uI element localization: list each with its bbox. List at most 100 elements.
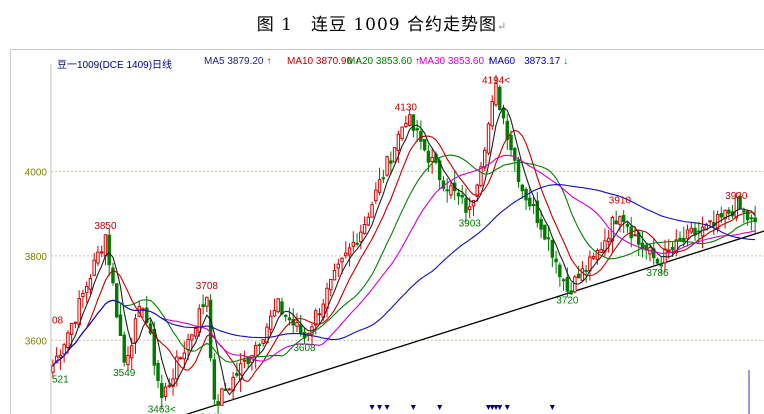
candlestick-chart: 385035493463<37083444<3608413039034194<3…: [25, 64, 764, 414]
candle-body: [437, 160, 442, 181]
legend-symbol: 豆一1009(DCE 1409)日线: [57, 60, 173, 71]
candle-body: [422, 139, 427, 151]
legend-ma30-label: MA30 3853.60: [419, 56, 485, 67]
candle-body: [415, 128, 419, 131]
candle-body: [573, 276, 577, 293]
price-annotation: 3910: [609, 195, 632, 206]
candle-body: [456, 192, 461, 197]
candle-body: [599, 249, 603, 253]
candle-body: [543, 224, 547, 240]
candle-body: [359, 231, 363, 243]
candle-body: [272, 309, 277, 317]
legend-ma10: MA10 3870.90 ↑: [287, 56, 360, 67]
candle-body: [494, 83, 498, 106]
candle-body: [347, 247, 352, 256]
candle-body: [719, 213, 724, 218]
legend-ma30: MA30 3853.60 ↑: [419, 56, 492, 67]
price-annotation: 4194<: [482, 75, 510, 86]
candle-body: [483, 149, 487, 169]
candle-body: [366, 216, 371, 226]
candle-body: [186, 338, 190, 350]
signal-marker: [384, 405, 390, 410]
candle-body: [84, 285, 89, 294]
candle-body: [625, 223, 630, 227]
candle-body: [460, 194, 464, 198]
candle-body: [392, 147, 397, 163]
candle-body: [111, 267, 115, 284]
legend-ma5-arrow: ↑: [266, 56, 272, 67]
candle-body: [633, 234, 637, 237]
candle-body: [197, 308, 202, 333]
candle-body: [464, 198, 468, 213]
candle-body: [253, 344, 258, 358]
candle-body: [261, 339, 265, 344]
candle-body: [595, 250, 600, 261]
candle-body: [287, 317, 292, 321]
candle-body: [606, 237, 611, 243]
candle-body: [445, 189, 449, 192]
candle-body: [411, 114, 416, 131]
candle-body: [640, 242, 645, 250]
candle-body: [96, 251, 100, 264]
candle-body: [332, 270, 337, 281]
candle-body: [314, 310, 318, 326]
candle-body: [370, 204, 374, 218]
candle-body: [73, 321, 78, 324]
candle-body: [216, 401, 220, 406]
candle-body: [479, 166, 483, 187]
edge-label: 08: [52, 316, 64, 327]
price-annotation: 3608: [293, 343, 316, 354]
candle-body: [141, 308, 145, 311]
candle-body: [114, 283, 119, 318]
candle-body: [569, 290, 573, 295]
moving-averages: [52, 106, 756, 396]
candle-body: [753, 217, 757, 223]
price-annotation: 3786: [646, 268, 669, 279]
candle-body: [554, 258, 558, 263]
price-annotation: 3708: [196, 281, 219, 292]
candle-body: [107, 234, 111, 266]
candle-body: [81, 292, 85, 298]
candle-body: [745, 211, 750, 221]
candle-body: [268, 315, 273, 330]
candle-body: [280, 301, 284, 315]
candle-body: [407, 114, 412, 126]
legend-ma20-arrow: ↑: [415, 56, 421, 67]
legend-ma5-label: MA5 3879.20: [204, 56, 264, 67]
candle-body: [689, 227, 694, 233]
candle-body: [257, 344, 262, 347]
y-tick-label: 4000: [25, 167, 48, 178]
candle-body: [208, 299, 213, 359]
candle-body: [62, 344, 66, 355]
candle-body: [118, 314, 123, 336]
candle-body: [498, 86, 502, 111]
candle-body: [723, 209, 727, 220]
candle-body: [471, 199, 476, 207]
candle-body: [513, 148, 517, 161]
signal-marker: [437, 405, 443, 410]
legend-ma10-arrow: ↑: [355, 56, 361, 67]
candle-body: [103, 234, 108, 257]
y-axis: 3600 3800 4000: [25, 64, 52, 414]
legend-ma60-label: MA60: [489, 56, 516, 67]
price-annotation: 3920: [725, 191, 748, 202]
candle-body: [389, 160, 393, 164]
candle-body: [618, 216, 622, 225]
candle-body: [58, 354, 63, 358]
candle-body: [160, 383, 164, 398]
candle-body: [276, 298, 280, 313]
candle-body: [246, 356, 250, 364]
candle-body: [175, 356, 179, 380]
grid: [51, 170, 764, 341]
candle-body: [697, 230, 701, 233]
candle-body: [426, 150, 431, 163]
candle-body: [621, 215, 626, 222]
candle-body: [546, 237, 551, 240]
candle-body: [565, 277, 570, 292]
candle-body: [205, 296, 209, 307]
candle-body: [749, 217, 754, 220]
candle-body: [377, 179, 382, 193]
candle-body: [340, 257, 344, 263]
price-annotation: 3850: [94, 221, 117, 232]
legend: 豆一1009(DCE 1409)日线 MA5 3879.20 ↑ MA10 387…: [11, 50, 764, 71]
